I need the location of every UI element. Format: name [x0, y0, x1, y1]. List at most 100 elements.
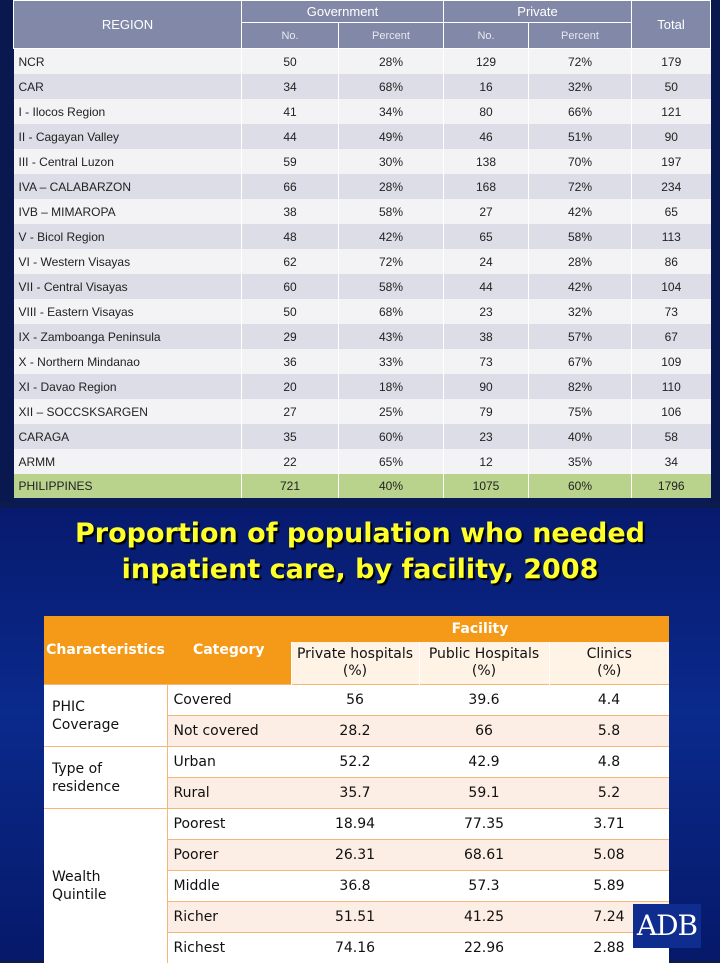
- private-hospitals-cell: 56: [291, 685, 419, 716]
- public-hospitals-cell: 66: [419, 716, 549, 747]
- private-hospitals-cell: 52.2: [291, 747, 419, 778]
- total-cell: 34: [632, 449, 711, 474]
- region-cell: IVB – MIMAROPA: [14, 199, 242, 224]
- gov-percent-cell: 49%: [339, 124, 444, 149]
- gov-percent-cell: 58%: [339, 274, 444, 299]
- region-cell: NCR: [14, 49, 242, 75]
- header-government: Government: [242, 1, 444, 23]
- total-cell: 179: [632, 49, 711, 75]
- public-hospitals-cell: 77.35: [419, 809, 549, 840]
- total-cell: 67: [632, 324, 711, 349]
- header-priv-no: No.: [444, 23, 529, 49]
- region-cell: XII – SOCCSKSARGEN: [14, 399, 242, 424]
- category-cell: Poorest: [167, 809, 291, 840]
- header-facility: Facility: [291, 616, 669, 642]
- total-cell: 65: [632, 199, 711, 224]
- private-hospitals-cell: 36.8: [291, 871, 419, 902]
- header-public-hospitals: Public Hospitals (%): [419, 642, 549, 685]
- gov-percent-cell: 30%: [339, 149, 444, 174]
- priv-percent-cell: 51%: [529, 124, 632, 149]
- category-cell: Middle: [167, 871, 291, 902]
- region-cell: CAR: [14, 74, 242, 99]
- gov-no-cell: 44: [242, 124, 339, 149]
- category-cell: Covered: [167, 685, 291, 716]
- total-cell: 86: [632, 249, 711, 274]
- total-cell: 110: [632, 374, 711, 399]
- header-private: Private: [444, 1, 632, 23]
- clinics-cell: 5.2: [549, 778, 669, 809]
- region-cell: VII - Central Visayas: [14, 274, 242, 299]
- gov-percent-cell: 58%: [339, 199, 444, 224]
- header-gov-no: No.: [242, 23, 339, 49]
- gov-percent-cell: 60%: [339, 424, 444, 449]
- gov-percent-cell: 42%: [339, 224, 444, 249]
- public-hospitals-cell: 39.6: [419, 685, 549, 716]
- header-clinics: Clinics (%): [549, 642, 669, 685]
- clinics-cell: 4.4: [549, 685, 669, 716]
- inpatient-care-table: Characteristics Category Facility Privat…: [44, 616, 669, 963]
- region-cell: ARMM: [14, 449, 242, 474]
- region-cell: CARAGA: [14, 424, 242, 449]
- gov-no-cell: 29: [242, 324, 339, 349]
- clinics-cell: 5.8: [549, 716, 669, 747]
- priv-percent-cell: 75%: [529, 399, 632, 424]
- priv-percent-cell: 58%: [529, 224, 632, 249]
- total-cell: 50: [632, 74, 711, 99]
- total-cell: 234: [632, 174, 711, 199]
- priv-no-cell: 79: [444, 399, 529, 424]
- gov-percent-cell: 25%: [339, 399, 444, 424]
- category-cell: Urban: [167, 747, 291, 778]
- public-hospitals-cell: 57.3: [419, 871, 549, 902]
- priv-percent-cell: 42%: [529, 274, 632, 299]
- priv-no-cell: 129: [444, 49, 529, 75]
- header-public-hospitals-unit: (%): [421, 663, 548, 680]
- region-cell: VIII - Eastern Visayas: [14, 299, 242, 324]
- clinics-cell: 3.71: [549, 809, 669, 840]
- public-hospitals-cell: 59.1: [419, 778, 549, 809]
- region-cell: X - Northern Mindanao: [14, 349, 242, 374]
- inpatient-care-slide: Proportion of population who needed inpa…: [0, 508, 720, 960]
- gov-no-cell: 60: [242, 274, 339, 299]
- priv-percent-cell: 32%: [529, 74, 632, 99]
- priv-percent-cell: 35%: [529, 449, 632, 474]
- region-cell: PHILIPPINES: [14, 474, 242, 498]
- total-cell: 1796: [632, 474, 711, 498]
- gov-no-cell: 22: [242, 449, 339, 474]
- priv-no-cell: 16: [444, 74, 529, 99]
- region-cell: XI - Davao Region: [14, 374, 242, 399]
- total-cell: 197: [632, 149, 711, 174]
- priv-no-cell: 138: [444, 149, 529, 174]
- total-cell: 113: [632, 224, 711, 249]
- public-hospitals-cell: 22.96: [419, 933, 549, 963]
- header-characteristics: Characteristics: [44, 616, 167, 685]
- header-gov-percent: Percent: [339, 23, 444, 49]
- gov-no-cell: 34: [242, 74, 339, 99]
- priv-no-cell: 65: [444, 224, 529, 249]
- priv-percent-cell: 72%: [529, 174, 632, 199]
- gov-no-cell: 41: [242, 99, 339, 124]
- private-hospitals-cell: 18.94: [291, 809, 419, 840]
- header-clinics-unit: (%): [551, 663, 669, 680]
- category-cell: Richer: [167, 902, 291, 933]
- priv-percent-cell: 70%: [529, 149, 632, 174]
- private-hospitals-cell: 35.7: [291, 778, 419, 809]
- priv-no-cell: 12: [444, 449, 529, 474]
